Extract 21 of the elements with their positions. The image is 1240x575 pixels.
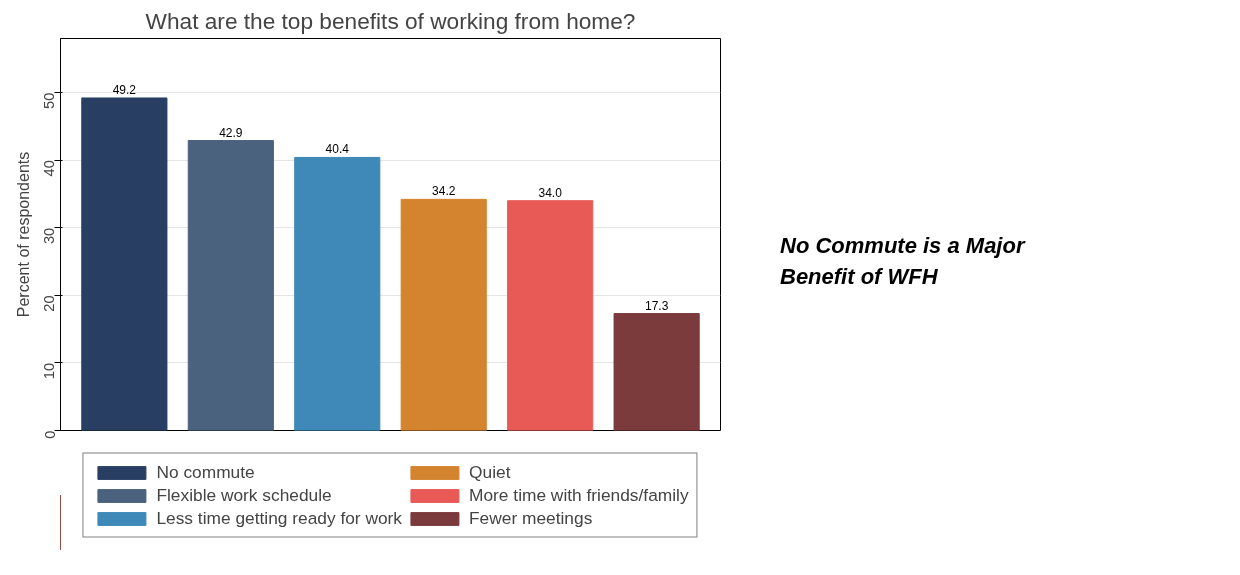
y-tick-label: 30 [41,227,58,245]
y-tick-label: 40 [41,160,58,177]
y-tick-label: 10 [41,362,58,380]
text: 40.4 [325,142,349,157]
legend-label: No commute [156,461,255,483]
y-tick-label: 50 [41,92,58,109]
legend-label: Flexible work schedule [156,484,332,506]
y-tick-label: 20 [41,295,58,312]
text: No Commute is a Major Benefit of WFH [780,232,1027,292]
text: 49.2 [112,82,137,97]
text: 34.2 [432,184,456,199]
legend-label: More time with friends/family [469,484,689,506]
y-tick-label: 0 [41,430,58,439]
legend-label: Less time getting ready for work [156,507,403,529]
y-axis-title: Percent of respondents [14,151,32,318]
text: 17.3 [644,298,669,313]
legend-label: Quiet [469,461,511,483]
text: 42.9 [219,125,243,140]
legend-label: Fewer meetings [469,507,593,529]
text: 34.0 [538,185,562,200]
chart-title: What are the top benefits of working from home? [145,7,636,34]
